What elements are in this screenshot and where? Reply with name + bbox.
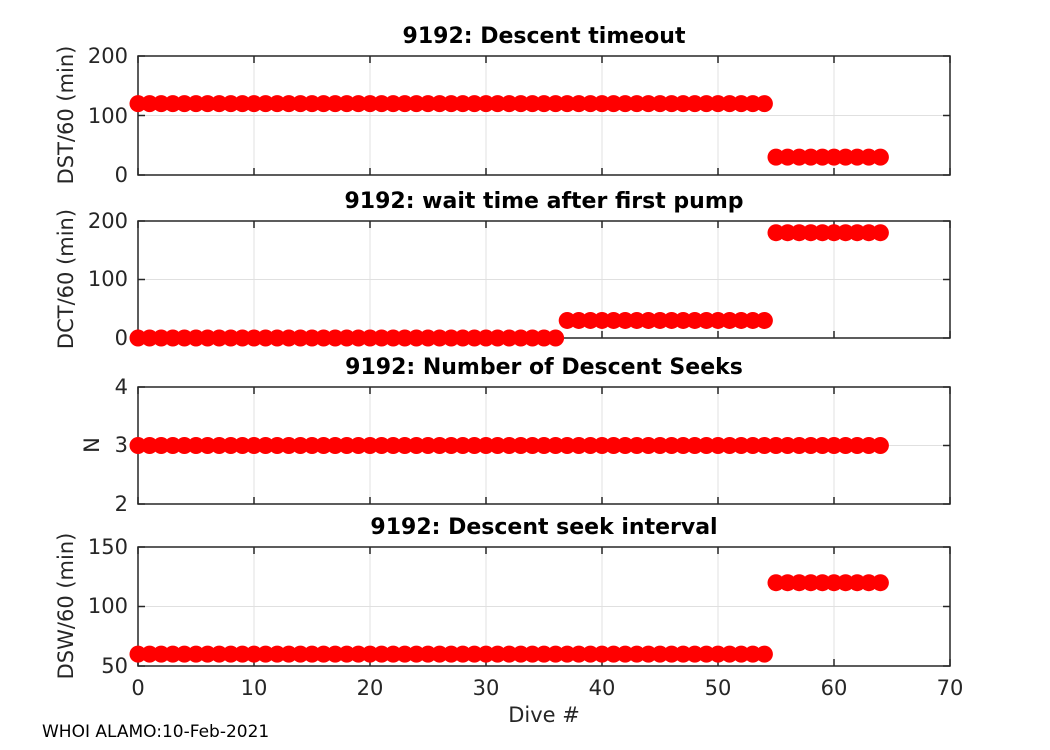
tick-marks [137, 546, 951, 667]
tick-marks [137, 55, 951, 176]
subplot-4-ytick-top: 150 [87, 535, 128, 559]
scatter-series [129, 95, 889, 166]
data-point [871, 224, 889, 242]
subplot-1-ytick-middle: 100 [87, 104, 128, 128]
subplot-3-ytick-bottom: 2 [114, 492, 128, 516]
subplot-2-ytick-middle: 100 [87, 267, 128, 291]
scatter-series [129, 224, 889, 347]
subplot-2-title: 9192: wait time after first pump [344, 189, 744, 214]
x-axis-tick-70: 70 [936, 676, 964, 700]
x-axis-tick-10: 10 [240, 676, 268, 700]
subplot-2-plot [129, 220, 951, 347]
grid-lines [138, 56, 950, 175]
data-point [547, 329, 565, 347]
subplot-4-title: 9192: Descent seek interval [370, 515, 718, 540]
footer-annotation: WHOI ALAMO:10-Feb-2021 [42, 722, 270, 742]
subplot-1-plot [129, 55, 951, 176]
subplot-4-ytick-middle: 100 [87, 594, 128, 618]
subplot-2-ytick-top: 200 [87, 209, 128, 233]
data-point [755, 95, 773, 113]
x-axis-tick-50: 50 [704, 676, 732, 700]
subplot-1-ytick-bottom: 0 [114, 163, 128, 187]
subplot-3-ytick-top: 4 [114, 375, 128, 399]
tick-marks [137, 386, 951, 505]
subplot-3-plot [129, 386, 951, 505]
x-axis-tick-40: 40 [588, 676, 616, 700]
data-point [871, 437, 889, 454]
x-axis-tick-60: 60 [820, 676, 848, 700]
x-axis-label: Dive # [508, 703, 580, 727]
data-point [871, 148, 889, 166]
subplot-3-ytick-middle: 3 [114, 433, 128, 457]
x-axis-tick-20: 20 [356, 676, 384, 700]
data-point [755, 645, 773, 663]
scatter-series [129, 437, 889, 454]
x-axis-tick-30: 30 [472, 676, 500, 700]
data-point [755, 311, 773, 329]
scatter-series [129, 574, 889, 663]
subplot-2-ytick-bottom: 0 [114, 326, 128, 350]
subplot-3-title: 9192: Number of Descent Seeks [345, 355, 743, 380]
data-point [871, 574, 889, 592]
subplot-4-ytick-bottom: 50 [101, 654, 128, 678]
subplot-1-title: 9192: Descent timeout [402, 24, 686, 49]
x-axis-tick-0: 0 [131, 676, 145, 700]
subplot-1-ytick-top: 200 [87, 44, 128, 68]
subplot-4-plot [129, 546, 951, 667]
